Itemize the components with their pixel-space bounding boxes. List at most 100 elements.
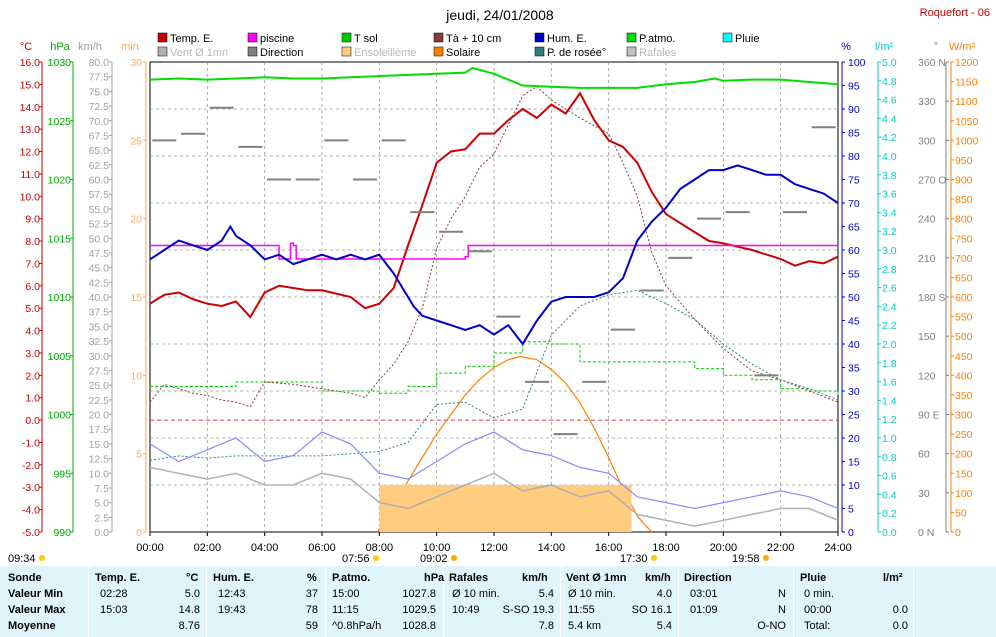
stats-cell: l/m²	[883, 572, 903, 584]
tick-label-kmh: 10.0	[89, 468, 110, 480]
tick-label-kmh: 5.0	[94, 498, 109, 510]
tick-label-pct: 5	[848, 504, 854, 516]
stats-cell: 5.4 km	[568, 620, 602, 632]
tick-label-deg: 60	[918, 449, 930, 461]
sun-markers: 09:34 07:56 09:02 17:30 19:58	[8, 553, 769, 565]
tick-label-deg: 0 N	[918, 527, 934, 539]
tick-label-lm2: 3.2	[882, 226, 897, 238]
tick-label-temp: 2.0	[25, 370, 40, 382]
tick-label-min: 20	[130, 214, 142, 226]
tick-label-hpa: 1010	[48, 292, 72, 304]
stats-cell: N	[778, 604, 786, 616]
tick-label-lm2: 1.0	[882, 433, 897, 445]
stats-cell: P.atmo.	[332, 572, 371, 584]
tick-label-temp: 12.0	[20, 147, 41, 159]
stats-cell: Rafales	[449, 572, 489, 584]
tick-label-lm2: 2.6	[882, 283, 897, 295]
chart-series	[149, 66, 839, 533]
stats-cell: 5.4	[538, 588, 554, 600]
tick-label-hpa: 1015	[48, 233, 72, 245]
sun-marker-icon	[763, 555, 769, 561]
tick-label-wm2: 50	[955, 507, 967, 519]
stats-cell: Direction	[684, 572, 732, 584]
tick-label-wm2: 450	[955, 351, 973, 363]
series-line	[149, 66, 839, 89]
tick-label-pct: 35	[848, 363, 860, 375]
legend-swatch	[341, 32, 352, 43]
chart-axes: 16.0 15.0 14.0 13.0 12.0 11.0 10.0 9.0 8.0 7.0 6.0…	[20, 57, 979, 539]
tick-label-wm2: 1200	[955, 57, 979, 69]
tick-label-pct: 60	[848, 245, 860, 257]
tick-label-lm2: 4.0	[882, 151, 897, 163]
stats-separator	[913, 566, 914, 637]
unit-label-hpa: hPa	[50, 41, 70, 53]
tick-label-temp: 6.0	[25, 281, 40, 293]
series-line	[149, 289, 839, 461]
legend-label: Rafales	[639, 47, 677, 59]
tick-label-kmh: 12.5	[89, 454, 110, 466]
stats-cell: Hum. E.	[213, 572, 254, 584]
tick-label-temp: 5.0	[25, 303, 40, 315]
chart-title: jeudi, 24/01/2008	[445, 7, 554, 23]
tick-label-kmh: 32.5	[89, 336, 110, 348]
tick-label-kmh: 25.0	[89, 380, 110, 392]
tick-label-hpa: 1025	[48, 116, 72, 128]
tick-label-kmh: 2.5	[94, 512, 109, 524]
stats-separator	[793, 566, 794, 637]
stats-cell: Valeur Max	[8, 604, 66, 616]
tick-label-pct: 65	[848, 222, 860, 234]
tick-label-lm2: 3.8	[882, 170, 897, 182]
stats-cell: 59	[305, 620, 318, 632]
tick-label-wm2: 900	[955, 175, 973, 187]
tick-label-temp: -5.0	[22, 527, 40, 539]
tick-label-deg: 240	[918, 214, 936, 226]
x-tick-label: 06:00	[308, 542, 336, 554]
legend-swatch	[157, 46, 168, 57]
tick-label-min: 25	[130, 135, 142, 147]
stats-cell: N	[778, 588, 786, 600]
tick-label-temp: -4.0	[22, 505, 40, 517]
weather-chart: jeudi, 24/01/2008 Roquefort - 06 Temp. E…	[8, 7, 990, 565]
tick-label-hpa: 1030	[48, 57, 72, 69]
tick-label-min: 10	[130, 370, 142, 382]
stats-cell: 00:00	[804, 604, 832, 616]
tick-label-pct: 0	[848, 527, 854, 539]
x-tick-label: 24:00	[824, 542, 852, 554]
legend-swatch	[247, 32, 258, 43]
stats-separator	[325, 566, 326, 637]
tick-label-kmh: 42.5	[89, 277, 110, 289]
tick-label-kmh: 22.5	[89, 395, 110, 407]
tick-label-temp: 15.0	[20, 79, 41, 91]
tick-label-kmh: 17.5	[89, 424, 110, 436]
legend-label: Direction	[260, 47, 303, 59]
tick-label-kmh: 72.5	[89, 101, 110, 113]
x-tick-label: 12:00	[480, 542, 508, 554]
tick-label-kmh: 55.0	[89, 204, 110, 216]
tick-label-pct: 55	[848, 269, 860, 281]
legend-swatch	[722, 32, 733, 43]
tick-label-hpa: 995	[53, 468, 71, 480]
tick-label-temp: 11.0	[20, 169, 40, 181]
tick-label-wm2: 1100	[955, 96, 978, 108]
legend-swatch	[626, 32, 637, 43]
tick-label-pct: 25	[848, 410, 860, 422]
tick-label-kmh: 37.5	[89, 307, 110, 319]
tick-label-lm2: 3.4	[882, 207, 897, 219]
tick-label-deg: 120	[918, 370, 936, 382]
stats-cell: Valeur Min	[8, 588, 64, 600]
tick-label-wm2: 150	[955, 468, 973, 480]
tick-label-wm2: 350	[955, 390, 973, 402]
legend-label: Ensoleillème	[354, 47, 416, 59]
tick-label-lm2: 2.8	[882, 264, 897, 276]
tick-label-temp: 13.0	[20, 124, 41, 136]
tick-label-pct: 30	[848, 386, 860, 398]
tick-label-lm2: 2.2	[882, 320, 897, 332]
tick-label-lm2: 0.0	[882, 527, 897, 539]
sun-marker-icon	[373, 555, 379, 561]
stats-cell: hPa	[424, 572, 445, 584]
tick-label-deg: 360 N	[918, 57, 946, 69]
tick-label-deg: 150	[918, 331, 936, 343]
tick-label-lm2: 4.6	[882, 95, 897, 107]
stats-cell: 8.76	[178, 620, 200, 632]
tick-label-temp: 14.0	[20, 102, 41, 114]
